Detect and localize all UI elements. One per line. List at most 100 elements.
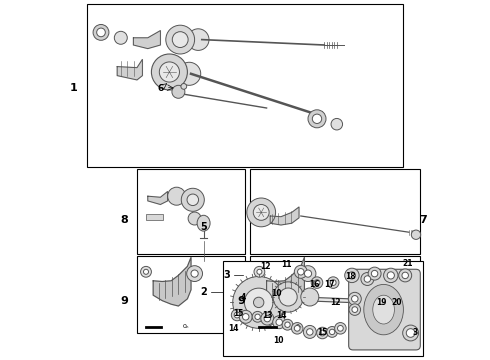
Ellipse shape — [254, 266, 265, 277]
Ellipse shape — [172, 85, 185, 98]
Ellipse shape — [314, 280, 320, 285]
Ellipse shape — [297, 269, 304, 275]
Ellipse shape — [159, 62, 179, 82]
Ellipse shape — [308, 110, 326, 128]
Polygon shape — [133, 31, 160, 49]
Ellipse shape — [93, 24, 109, 40]
Polygon shape — [148, 192, 168, 204]
Text: 10: 10 — [273, 336, 284, 345]
Bar — [87, 4, 403, 167]
Ellipse shape — [300, 266, 316, 282]
Polygon shape — [270, 207, 299, 225]
Ellipse shape — [303, 325, 316, 338]
Ellipse shape — [114, 31, 127, 44]
Ellipse shape — [144, 269, 148, 274]
Ellipse shape — [234, 312, 240, 318]
Ellipse shape — [348, 272, 356, 279]
Ellipse shape — [327, 327, 338, 337]
Ellipse shape — [331, 118, 343, 130]
Text: 8: 8 — [121, 215, 128, 225]
Ellipse shape — [403, 325, 418, 341]
Text: 12: 12 — [261, 262, 271, 271]
Ellipse shape — [411, 230, 421, 239]
Text: 3: 3 — [224, 270, 231, 280]
Ellipse shape — [317, 327, 328, 339]
Text: 15: 15 — [233, 309, 244, 318]
Ellipse shape — [361, 273, 374, 285]
Bar — [137, 256, 245, 333]
Ellipse shape — [364, 276, 370, 282]
Ellipse shape — [151, 54, 187, 90]
Ellipse shape — [264, 315, 270, 322]
Ellipse shape — [349, 304, 361, 315]
Text: 0ₙ: 0ₙ — [296, 324, 302, 329]
Ellipse shape — [253, 204, 269, 220]
Ellipse shape — [239, 310, 252, 323]
Ellipse shape — [352, 307, 358, 312]
Ellipse shape — [247, 198, 275, 227]
Ellipse shape — [273, 282, 303, 312]
Ellipse shape — [330, 280, 336, 285]
Text: 10: 10 — [271, 289, 282, 298]
Ellipse shape — [257, 269, 262, 274]
Text: 13: 13 — [263, 310, 273, 320]
Text: 7: 7 — [419, 215, 427, 225]
Ellipse shape — [172, 32, 188, 48]
Ellipse shape — [319, 330, 325, 336]
Ellipse shape — [279, 288, 297, 306]
Ellipse shape — [253, 297, 264, 307]
Ellipse shape — [311, 277, 323, 288]
Ellipse shape — [294, 325, 300, 331]
Bar — [250, 256, 419, 333]
Text: 9: 9 — [121, 296, 128, 306]
Ellipse shape — [304, 270, 312, 277]
Ellipse shape — [141, 266, 151, 277]
Ellipse shape — [187, 266, 202, 282]
Text: 18: 18 — [345, 271, 356, 281]
Ellipse shape — [178, 62, 201, 85]
Ellipse shape — [255, 314, 260, 320]
Polygon shape — [153, 257, 191, 306]
Text: 14: 14 — [228, 324, 239, 333]
Bar — [223, 261, 423, 356]
Ellipse shape — [406, 329, 415, 337]
Ellipse shape — [245, 288, 273, 317]
Text: 2: 2 — [200, 287, 207, 297]
Text: 14: 14 — [276, 310, 286, 320]
FancyBboxPatch shape — [349, 269, 420, 350]
Text: 0ₙ: 0ₙ — [182, 324, 189, 329]
Ellipse shape — [345, 268, 359, 283]
Ellipse shape — [187, 29, 209, 50]
Text: 4: 4 — [241, 292, 246, 302]
Text: 19: 19 — [376, 298, 386, 307]
Text: 12: 12 — [330, 298, 341, 307]
Polygon shape — [267, 257, 304, 306]
Ellipse shape — [243, 314, 249, 320]
Text: 15: 15 — [317, 328, 328, 337]
Ellipse shape — [252, 311, 263, 322]
Ellipse shape — [261, 312, 274, 325]
Ellipse shape — [348, 292, 361, 305]
Ellipse shape — [399, 269, 412, 282]
Text: 9: 9 — [238, 296, 245, 306]
Text: 11: 11 — [281, 260, 292, 269]
Ellipse shape — [282, 319, 293, 330]
Text: 5: 5 — [200, 222, 207, 232]
Ellipse shape — [402, 272, 409, 279]
Ellipse shape — [166, 25, 195, 54]
Ellipse shape — [181, 188, 204, 211]
Ellipse shape — [327, 277, 339, 288]
Text: 1: 1 — [70, 83, 78, 93]
Ellipse shape — [97, 28, 105, 37]
Ellipse shape — [307, 329, 313, 335]
Ellipse shape — [197, 215, 210, 231]
Ellipse shape — [371, 270, 378, 277]
Text: 20: 20 — [392, 298, 402, 307]
Polygon shape — [117, 59, 143, 80]
Ellipse shape — [364, 284, 403, 335]
Ellipse shape — [191, 270, 198, 277]
Bar — [146, 214, 163, 220]
Text: 21: 21 — [402, 259, 413, 269]
Ellipse shape — [312, 114, 321, 123]
Ellipse shape — [285, 322, 290, 328]
